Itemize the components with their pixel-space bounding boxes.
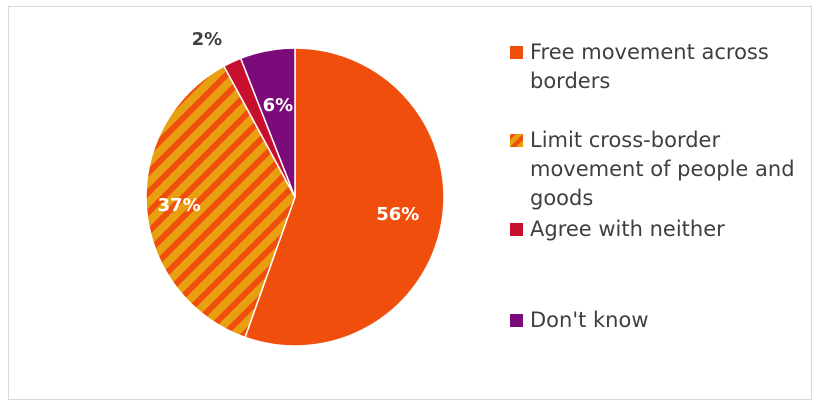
pie-data-label-1: 37% — [158, 195, 201, 216]
legend-swatch-dont-know — [510, 314, 523, 327]
legend-swatch-agree-neither — [510, 223, 523, 236]
pie-slice-1 — [145, 65, 296, 339]
pie-data-labels: 56% 37% 2% 6% — [158, 29, 420, 225]
legend-label-dont-know: Don't know — [530, 308, 649, 332]
pie-data-label-2: 2% — [192, 29, 223, 50]
legend-label-limit-movement: Limit cross-border movement of people an… — [530, 128, 795, 210]
pie-data-label-3: 6% — [263, 95, 294, 116]
legend-swatch-limit-movement — [510, 134, 523, 147]
legend-label-agree-neither: Agree with neither — [530, 217, 725, 241]
pie-slices — [145, 47, 445, 347]
legend-label-free-movement: Free movement across borders — [530, 40, 769, 93]
legend-swatch-free-movement — [510, 46, 523, 59]
pie-data-label-0: 56% — [376, 204, 419, 225]
pie-slice-3 — [239, 47, 296, 198]
pie-slice-0 — [244, 47, 445, 347]
